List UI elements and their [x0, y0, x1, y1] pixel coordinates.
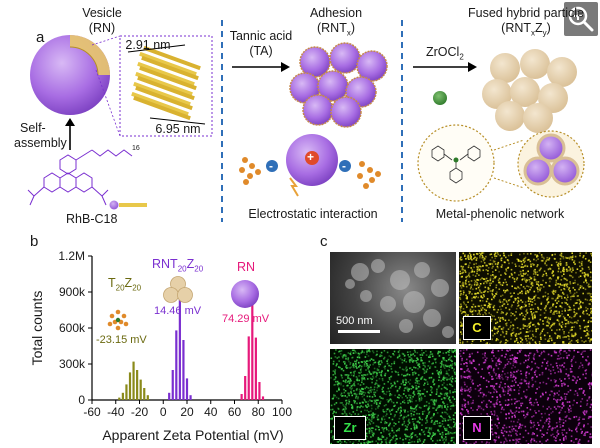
panel-b-letter: b [30, 233, 39, 250]
zoom-button[interactable] [564, 2, 598, 36]
x-tick-label: 0 [160, 405, 167, 419]
tannic-acid-abbrev: (TA) [249, 44, 273, 58]
zeta-chart: -60 -40 -20 0 20 40 60 80 100 0 300k 600k 900k 1.2M Ap… [29, 249, 292, 443]
bar-t20z20 [121, 392, 124, 400]
t20z20-icon [107, 309, 129, 331]
eds-label-n: N [463, 416, 491, 440]
panel-c-letter: c [320, 233, 328, 250]
rnt20z20-icon [163, 276, 193, 303]
chain-subscript: 16 [132, 145, 140, 152]
negative-charge-label-1: - [269, 159, 273, 173]
electrostatic-label: Electrostatic interaction [248, 207, 378, 221]
bar-t20z20 [125, 384, 128, 400]
x-tick-label: -60 [83, 405, 101, 419]
bar-rnt20z20 [189, 395, 192, 400]
y-tick-label: 900k [59, 285, 86, 299]
self-assembly-label-1: Self- [20, 121, 46, 135]
bar-t20z20 [146, 395, 149, 400]
panel-a-letter: a [36, 29, 45, 46]
eds-map-zr: Zr [330, 349, 456, 444]
bar-t20z20 [143, 388, 146, 400]
dimension-bottom-label: 6.95 nm [155, 122, 201, 136]
vesicle-subtitle: (RN) [88, 21, 116, 35]
y-tick-label: 0 [78, 393, 85, 407]
bar-rnt20z20 [178, 299, 181, 400]
bar-rnt20z20 [168, 392, 171, 400]
bilayer-schematic [127, 44, 206, 125]
rn-value: 74.29 mV [222, 313, 270, 325]
y-tick-label: 300k [59, 357, 86, 371]
bar-t20z20 [132, 361, 135, 400]
fused-title: Fused hybrid particle [467, 6, 585, 20]
tannic-acid-label: Tannic acid [229, 29, 293, 43]
adhesion-title: Adhesion [309, 6, 363, 20]
bar-t20z20 [118, 397, 121, 400]
x-tick-label: 80 [252, 405, 266, 419]
x-tick-label: 100 [272, 405, 292, 419]
scale-bar-label: 500 nm [336, 315, 373, 327]
adhesion-subtitle: (RNTx) [316, 21, 356, 38]
zirconium-ion [433, 91, 447, 105]
x-tick-label: 40 [204, 405, 218, 419]
eds-n-pixels [459, 349, 592, 444]
eds-label-zr: Zr [334, 416, 366, 440]
bar-rn [240, 394, 243, 400]
x-tick-label: 60 [228, 405, 242, 419]
bar-rn [258, 382, 261, 400]
sem-image: 500 nm [330, 252, 456, 344]
y-tick-label: 1.2M [58, 249, 85, 263]
adhesion-cluster [289, 42, 388, 128]
eds-map-c: C [459, 252, 592, 344]
bar-t20z20 [139, 379, 142, 400]
mpn-label: Metal-phenolic network [435, 207, 565, 221]
rnt20z20-value: 14.46 mV [154, 305, 202, 317]
rhb-c18-molecule [27, 149, 133, 206]
x-axis-label: Apparent Zeta Potential (mV) [102, 427, 283, 443]
bar-rnt20z20 [175, 330, 178, 400]
t20z20-value: -23.15 mV [96, 334, 147, 346]
vesicle-sphere [30, 35, 110, 115]
y-axis-label: Total counts [29, 291, 45, 366]
mpn-zoom [417, 124, 585, 202]
fused-subtitle: (RNTxZy) [501, 21, 551, 38]
bar-rn [254, 337, 257, 400]
vesicle-title: Vesicle [82, 6, 122, 20]
sem-texture [338, 259, 454, 338]
bar-rnt20z20 [182, 340, 185, 400]
negative-charge-label-2: - [342, 159, 346, 173]
amphiphile-icon [109, 200, 147, 210]
bar-rn [251, 304, 254, 400]
zrocl2-label: ZrOCl2 [426, 45, 464, 62]
bar-rnt20z20 [185, 378, 189, 400]
rhb-c18-label: RhB-C18 [66, 212, 118, 226]
dimension-top-label: 2.91 nm [125, 38, 171, 52]
eds-map-n: N [459, 349, 592, 444]
x-tick-label: -40 [107, 405, 125, 419]
zoom-in-icon [568, 6, 594, 32]
bar-rnt20z20 [171, 370, 174, 400]
eds-label-c: C [463, 316, 491, 340]
positive-charge-label: + [307, 150, 315, 164]
fused-particles [482, 49, 577, 133]
self-assembly-label-2: assembly [14, 136, 67, 150]
y-tick-label: 600k [59, 321, 86, 335]
x-tick-label: -20 [131, 405, 149, 419]
rn-icon [231, 280, 259, 308]
rnt20z20-label: RNT20Z20 [152, 257, 204, 274]
x-tick-label: 20 [180, 405, 194, 419]
bar-t20z20 [128, 372, 132, 400]
bar-rn [261, 396, 265, 400]
electrostatic-sketch [239, 134, 381, 197]
t20z20-label: T20Z20 [108, 276, 142, 293]
rn-label: RN [237, 260, 256, 274]
bar-rn [247, 336, 250, 400]
bar-rn [244, 376, 247, 400]
bar-t20z20 [136, 370, 139, 400]
